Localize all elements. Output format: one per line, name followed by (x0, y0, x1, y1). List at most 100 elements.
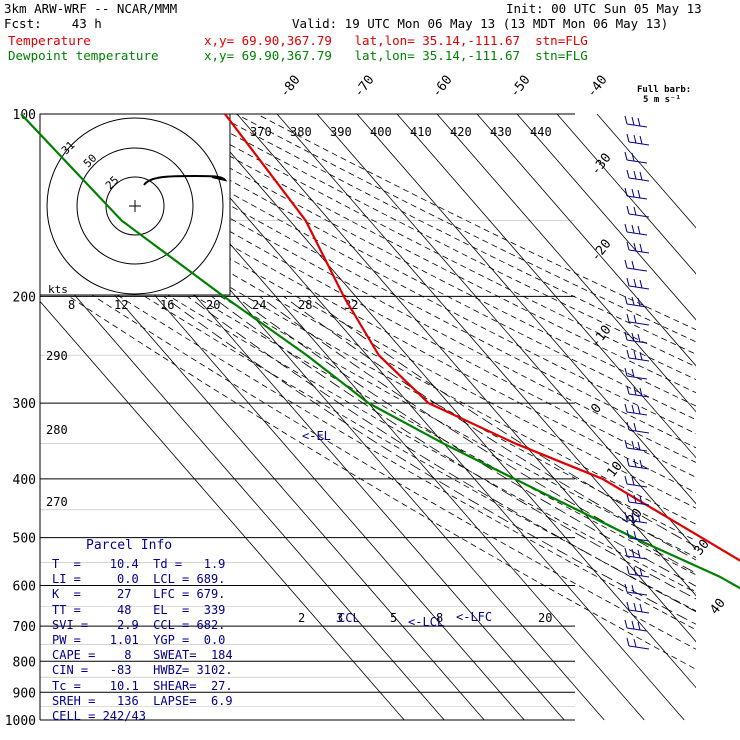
isotherm-line (476, 114, 696, 367)
wind-barb (624, 187, 648, 200)
wind-barb (624, 439, 648, 452)
parcel-info-title: Parcel Info (86, 538, 173, 553)
isotherm-line (40, 254, 445, 721)
isotherm-label: -70 (351, 73, 377, 101)
dry-adiabat-line (40, 215, 696, 594)
dewpoint-legend: Dewpoint temperature (8, 48, 159, 63)
theta-label: 420 (450, 125, 472, 139)
moist-adiabat-line (259, 296, 696, 574)
pressure-label: 900 (13, 686, 36, 701)
wind-barb (626, 385, 650, 398)
wind-barb (626, 565, 650, 578)
dry-adiabat-line (256, 114, 696, 331)
pressure-label: 200 (13, 290, 36, 305)
pressure-label: 100 (13, 108, 36, 123)
isotherm-line (356, 114, 696, 505)
isotherm-line (276, 114, 696, 597)
dry-adiabat-line (40, 260, 696, 650)
isotherm-label: -20 (588, 237, 614, 265)
hodograph-ring (105, 176, 165, 236)
isotherm-line (436, 114, 696, 413)
wind-barb (626, 241, 650, 254)
theta-label: 390 (330, 125, 352, 139)
mixing-ratio-label: 3 (336, 611, 343, 625)
series-line (224, 113, 740, 562)
hodograph-trace (143, 175, 228, 186)
pressure-label: 300 (13, 397, 36, 412)
theta-label: 290 (46, 349, 68, 363)
parcel-info-row: K = 27 LFC = 679. (52, 587, 226, 602)
barb-legend-unit: 5 m s⁻¹ (643, 95, 681, 105)
speed-label: 28 (298, 298, 312, 312)
mixing-ratio-label: 5 (390, 611, 397, 625)
isotherm-label: -80 (277, 73, 303, 101)
wind-barbs (624, 115, 650, 650)
init-time: Init: 00 UTC Sun 05 May 13 (506, 1, 702, 16)
theta-label: 270 (46, 495, 68, 509)
pressure-label: 800 (13, 655, 36, 670)
isotherm-line (596, 114, 696, 229)
parcel-info-row: PW = 1.01 YGP = 0.0 (52, 633, 226, 647)
mixing-ratio-label: 8 (436, 611, 443, 625)
theta-label: 280 (46, 423, 68, 437)
isotherm-label: -40 (584, 73, 610, 101)
dry-adiabat-line (70, 114, 696, 449)
theta-label: 400 (370, 125, 392, 139)
isotherm-label: 20 (624, 506, 645, 528)
dewpoint-location: x,y= 69.90,367.79 lat,lon= 35.14,-111.67… (204, 48, 588, 63)
level-annotation: <-LFC (456, 610, 492, 624)
wind-barb (626, 457, 650, 470)
dry-adiabat-line (40, 245, 696, 631)
wind-barb (624, 619, 648, 632)
isotherm-line (156, 114, 685, 721)
dry-adiabat-line (40, 132, 696, 494)
speed-unit-label: kts (48, 283, 68, 296)
wind-barb (624, 295, 648, 308)
pressure-label: 400 (13, 473, 36, 488)
dry-adiabat-line (194, 114, 696, 368)
wind-barb (624, 547, 648, 560)
dry-adiabat-line (40, 158, 696, 525)
theta-label: 380 (290, 125, 312, 139)
parcel-info-row: SREH = 136 LAPSE= 6.9 (52, 693, 233, 708)
wind-barb (624, 367, 648, 380)
pressure-label: 700 (13, 620, 36, 635)
wind-barb (626, 313, 650, 326)
wind-barb (626, 529, 650, 542)
moist-adiabat-line (163, 296, 696, 625)
wind-barb (626, 169, 650, 182)
annotations: <-EL CCL <-LCL <-LFC (302, 429, 492, 629)
isotherm-line (396, 114, 696, 459)
dry-adiabat-line (40, 145, 696, 509)
mixing-ratio-label: 20 (538, 611, 552, 625)
moist-adiabat-line (187, 296, 696, 613)
hodograph-ring (46, 117, 224, 295)
speed-label: 20 (206, 298, 220, 312)
temperature-legend: Temperature (8, 33, 91, 48)
parcel-info-row: T = 10.4 Td = 1.9 (52, 557, 226, 571)
pressure-label: 500 (13, 532, 36, 547)
isotherm-label: 10 (604, 459, 625, 481)
parcel-info-row: SVI = 2.9 CCL = 682. (52, 617, 226, 632)
wind-barb (626, 205, 650, 218)
model-title: 3km ARW-WRF -- NCAR/MMM (4, 1, 178, 16)
series-line (20, 113, 740, 590)
temperature-location: x,y= 69.90,367.79 lat,lon= 35.14,-111.67… (204, 33, 588, 48)
parcel-info-row: LI = 0.0 LCL = 689. (52, 572, 226, 587)
parcel-info-row: Tc = 10.1 SHEAR= 27. (52, 678, 233, 693)
wind-barb (624, 403, 648, 416)
isotherm-label: -10 (588, 323, 614, 351)
isotherm-line (556, 114, 696, 275)
wind-barb (624, 331, 648, 344)
wind-barb (624, 511, 648, 524)
pressure-label: 600 (13, 580, 36, 595)
forecast-hour: Fcst: 43 h (4, 16, 102, 31)
isotherm-label: 0 (588, 401, 605, 416)
theta-label: 430 (490, 125, 512, 139)
parcel-info-row: CIN = -83 HWBZ= 3102. (52, 663, 233, 678)
level-annotation: <-LCL (408, 615, 444, 629)
parcel-info-row: CAPE = 8 SWEAT= 184 (52, 648, 233, 663)
wind-barb (626, 421, 650, 434)
dry-adiabat-line (91, 114, 696, 435)
